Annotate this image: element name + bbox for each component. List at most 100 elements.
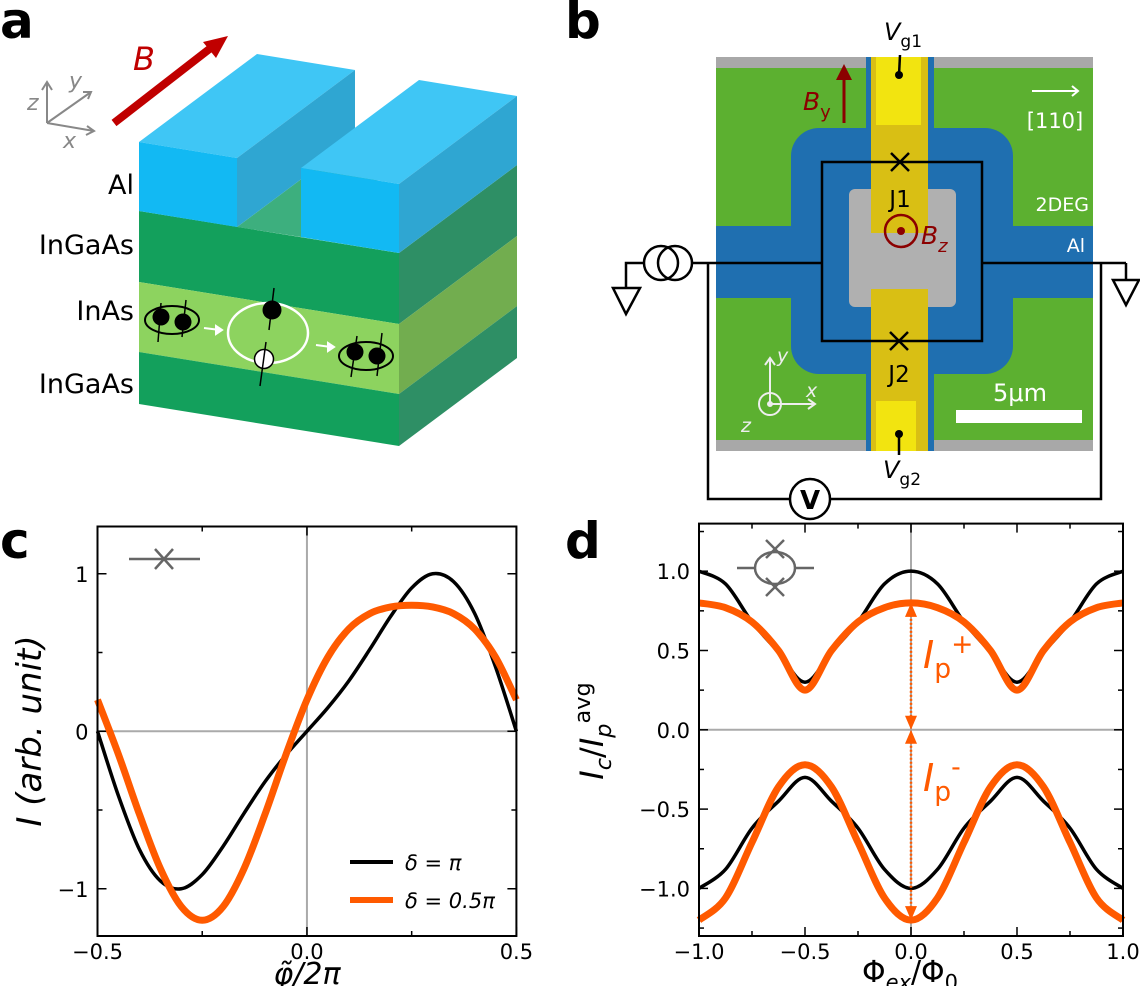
layer-label-ingaas-bottom: InGaAs — [39, 369, 134, 400]
single-junction-icon — [129, 548, 200, 570]
plot-c-series-line-1 — [94, 601, 520, 924]
junction-j2-icon — [889, 331, 909, 351]
axis-label-y-b: y — [776, 345, 789, 367]
gate-label-vg2: Vg2 — [883, 456, 921, 490]
plot-c-y-tick-label: −1 — [58, 878, 89, 902]
plot-c-y-tick-label: 1 — [75, 563, 88, 587]
squid-icon — [737, 539, 814, 597]
crystal-direction-arrow — [1032, 85, 1080, 97]
ingaas-bottom-front — [139, 352, 399, 446]
legend-label-delta-pi: δ = π — [405, 851, 462, 875]
ground-right-icon — [1110, 278, 1140, 308]
panel-letter-d: d — [565, 512, 601, 570]
al-block-2-side — [399, 96, 517, 253]
axis-label-y: y — [68, 69, 83, 94]
legend-label-delta-half-pi: δ = 0.5π — [405, 889, 495, 913]
annotation-arrowhead-up-1 — [905, 729, 917, 744]
axis-label-x: x — [62, 129, 77, 154]
al-block-2-top — [301, 80, 517, 184]
panel-a: a Al InGaAs InAs InGaAs B — [0, 0, 517, 446]
y-axis-label-c: I (arb. unit) — [10, 635, 50, 826]
annotation-arrowhead-down-1 — [905, 906, 917, 921]
inas-front — [139, 282, 399, 394]
current-source-icon — [642, 244, 694, 282]
plot-c-x-tick-label: −0.5 — [72, 940, 123, 964]
plot-d-x-tick-label: −1.0 — [674, 940, 725, 964]
plot-d-x-tick-label: 1.0 — [1106, 940, 1139, 964]
plot-c: −0.5 0.0 0.5 −1 0 1 — [58, 525, 533, 964]
ingaas-top-front — [139, 211, 399, 324]
axis-label-x-b: x — [805, 380, 818, 402]
x-axis-label-d: Φex/Φ0 — [862, 955, 958, 986]
annotation-arrowhead-up-0 — [905, 602, 917, 617]
plot-d-y-tick-label: 0.0 — [657, 719, 690, 743]
scale-bar — [956, 410, 1082, 423]
cooper-pair-right — [338, 332, 394, 378]
squid-loop — [820, 160, 984, 343]
region-label-2deg: 2DEG — [1036, 194, 1089, 216]
panel-letter-c: c — [0, 512, 30, 570]
al-block-1-side — [237, 70, 355, 227]
legend-c: δ = π δ = 0.5π — [350, 851, 495, 913]
panel-letter-b: b — [565, 0, 601, 50]
field-arrow-b — [111, 36, 228, 127]
gate-1-lead — [895, 54, 903, 79]
axes-icon — [41, 80, 96, 136]
field-label-bz: Bz — [921, 221, 948, 257]
x-axis-label-c: φ̃/2π — [273, 957, 341, 986]
field-arrow-by — [836, 64, 852, 123]
plot-d-x-tick-label: −0.5 — [780, 940, 831, 964]
arrow-right-icon — [203, 324, 336, 353]
plot-c-x-tick-label: 0.0 — [290, 940, 323, 964]
andreev-loop — [226, 287, 310, 387]
scale-bar-label: 5μm — [993, 379, 1047, 407]
plot-d-plot-frame — [698, 522, 1124, 937]
gate-label-vg1: Vg1 — [884, 18, 922, 52]
inas-side — [399, 236, 517, 394]
al-block-1-front — [139, 142, 237, 227]
layer-label-al: Al — [108, 170, 134, 201]
axis-label-z: z — [26, 91, 39, 116]
junction-j1-icon — [890, 152, 910, 172]
al-block-1-top — [139, 54, 355, 158]
circuit — [624, 160, 1128, 501]
panel-b: b V — [565, 0, 1140, 521]
gate-2-lead — [895, 430, 903, 455]
plot-d-y-tick-label: −1.0 — [639, 877, 690, 901]
plot-d-y-tick-label: 1.0 — [657, 560, 690, 584]
panel-letter-a: a — [0, 0, 34, 50]
annotation-arrowhead-down-0 — [905, 715, 917, 730]
plot-d: −1.0 −0.5 0.0 0.5 1.0 −1.0 −0.5 0.0 0.5 1.0 — [639, 522, 1140, 964]
plot-d-y-tick-label: −0.5 — [639, 798, 690, 822]
plot-c-y-tick-label: 0 — [75, 720, 88, 744]
axis-label-z-b: z — [740, 415, 752, 437]
ingaas-top-side — [399, 165, 517, 324]
annotation-ip-plus: Ip+ — [923, 629, 973, 685]
plot-c-plot-frame — [96, 525, 518, 937]
plot-c-x-tick-label: 0.5 — [500, 940, 533, 964]
field-label-by: By — [803, 87, 831, 123]
layer-label-inas: InAs — [76, 296, 134, 327]
junction-label-j1: J1 — [887, 187, 910, 213]
plot-d-x-tick-label: 0.0 — [894, 940, 927, 964]
plot-d-y-tick-label: 0.5 — [657, 639, 690, 663]
sem-image — [716, 57, 1093, 451]
region-label-al: Al — [1067, 235, 1085, 257]
field-out-of-plane-icon — [883, 213, 919, 249]
voltmeter-icon: V — [788, 477, 832, 521]
ingaas-bottom-side — [399, 306, 517, 446]
plot-d-x-tick-label: 0.5 — [1000, 940, 1033, 964]
axes-icon-b — [758, 356, 817, 416]
al-block-2-front — [301, 168, 399, 253]
junction-label-j2: J2 — [886, 362, 909, 388]
panel-d: d −1.0 −0.5 0.0 0.5 1.0 −1.0 −0.5 0.0 0.5 1.0 Ic/… — [565, 512, 1140, 986]
layer-label-ingaas-top: InGaAs — [39, 230, 134, 261]
ground-left-icon — [610, 286, 643, 317]
voltmeter-label: V — [800, 486, 820, 516]
heterostructure-block — [139, 54, 517, 446]
field-label-b: B — [133, 40, 155, 78]
annotation-ip-minus: Ip- — [923, 752, 961, 808]
y-axis-label-d: Ic/Ipavg — [570, 682, 617, 779]
panel-c: c −0.5 0.0 0.5 −1 0 1 I (arb. unit) φ̃/2π δ =… — [0, 512, 533, 986]
